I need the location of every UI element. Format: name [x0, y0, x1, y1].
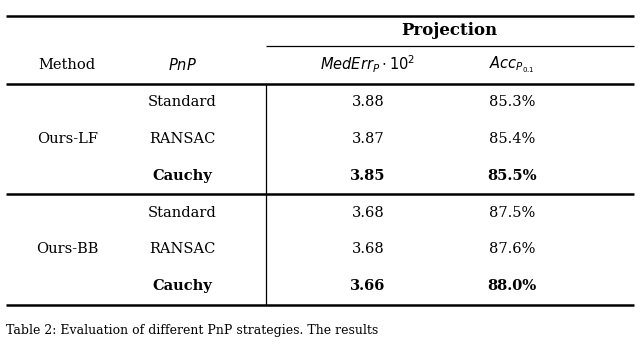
Text: 3.85: 3.85 — [350, 169, 386, 183]
Text: 3.68: 3.68 — [351, 206, 385, 220]
Text: $\mathit{Acc}_{P_{0.1}}$: $\mathit{Acc}_{P_{0.1}}$ — [489, 55, 535, 75]
Text: Standard: Standard — [148, 206, 217, 220]
Text: Ours-LF: Ours-LF — [36, 132, 98, 146]
Text: 85.5%: 85.5% — [487, 169, 537, 183]
Text: 85.3%: 85.3% — [489, 95, 535, 109]
Text: $\mathit{PnP}$: $\mathit{PnP}$ — [168, 57, 197, 73]
Text: $\mathit{MedErr}_{\mathit{P}} \cdot 10^2$: $\mathit{MedErr}_{\mathit{P}} \cdot 10^2… — [321, 54, 415, 76]
Text: Table 2: Evaluation of different PnP strategies. The results: Table 2: Evaluation of different PnP str… — [6, 324, 379, 337]
Text: 3.87: 3.87 — [352, 132, 384, 146]
Text: 88.0%: 88.0% — [488, 279, 536, 293]
Text: Cauchy: Cauchy — [152, 169, 212, 183]
Text: 87.6%: 87.6% — [489, 243, 535, 256]
Text: Projection: Projection — [401, 22, 498, 39]
Text: Cauchy: Cauchy — [152, 279, 212, 293]
Text: 3.88: 3.88 — [351, 95, 385, 109]
Text: RANSAC: RANSAC — [149, 132, 216, 146]
Text: 3.68: 3.68 — [351, 243, 385, 256]
Text: Standard: Standard — [148, 95, 217, 109]
Text: Ours-BB: Ours-BB — [36, 243, 99, 256]
Text: RANSAC: RANSAC — [149, 243, 216, 256]
Text: 3.66: 3.66 — [350, 279, 386, 293]
Text: 85.4%: 85.4% — [489, 132, 535, 146]
Text: Method: Method — [38, 58, 96, 72]
Text: 87.5%: 87.5% — [489, 206, 535, 220]
